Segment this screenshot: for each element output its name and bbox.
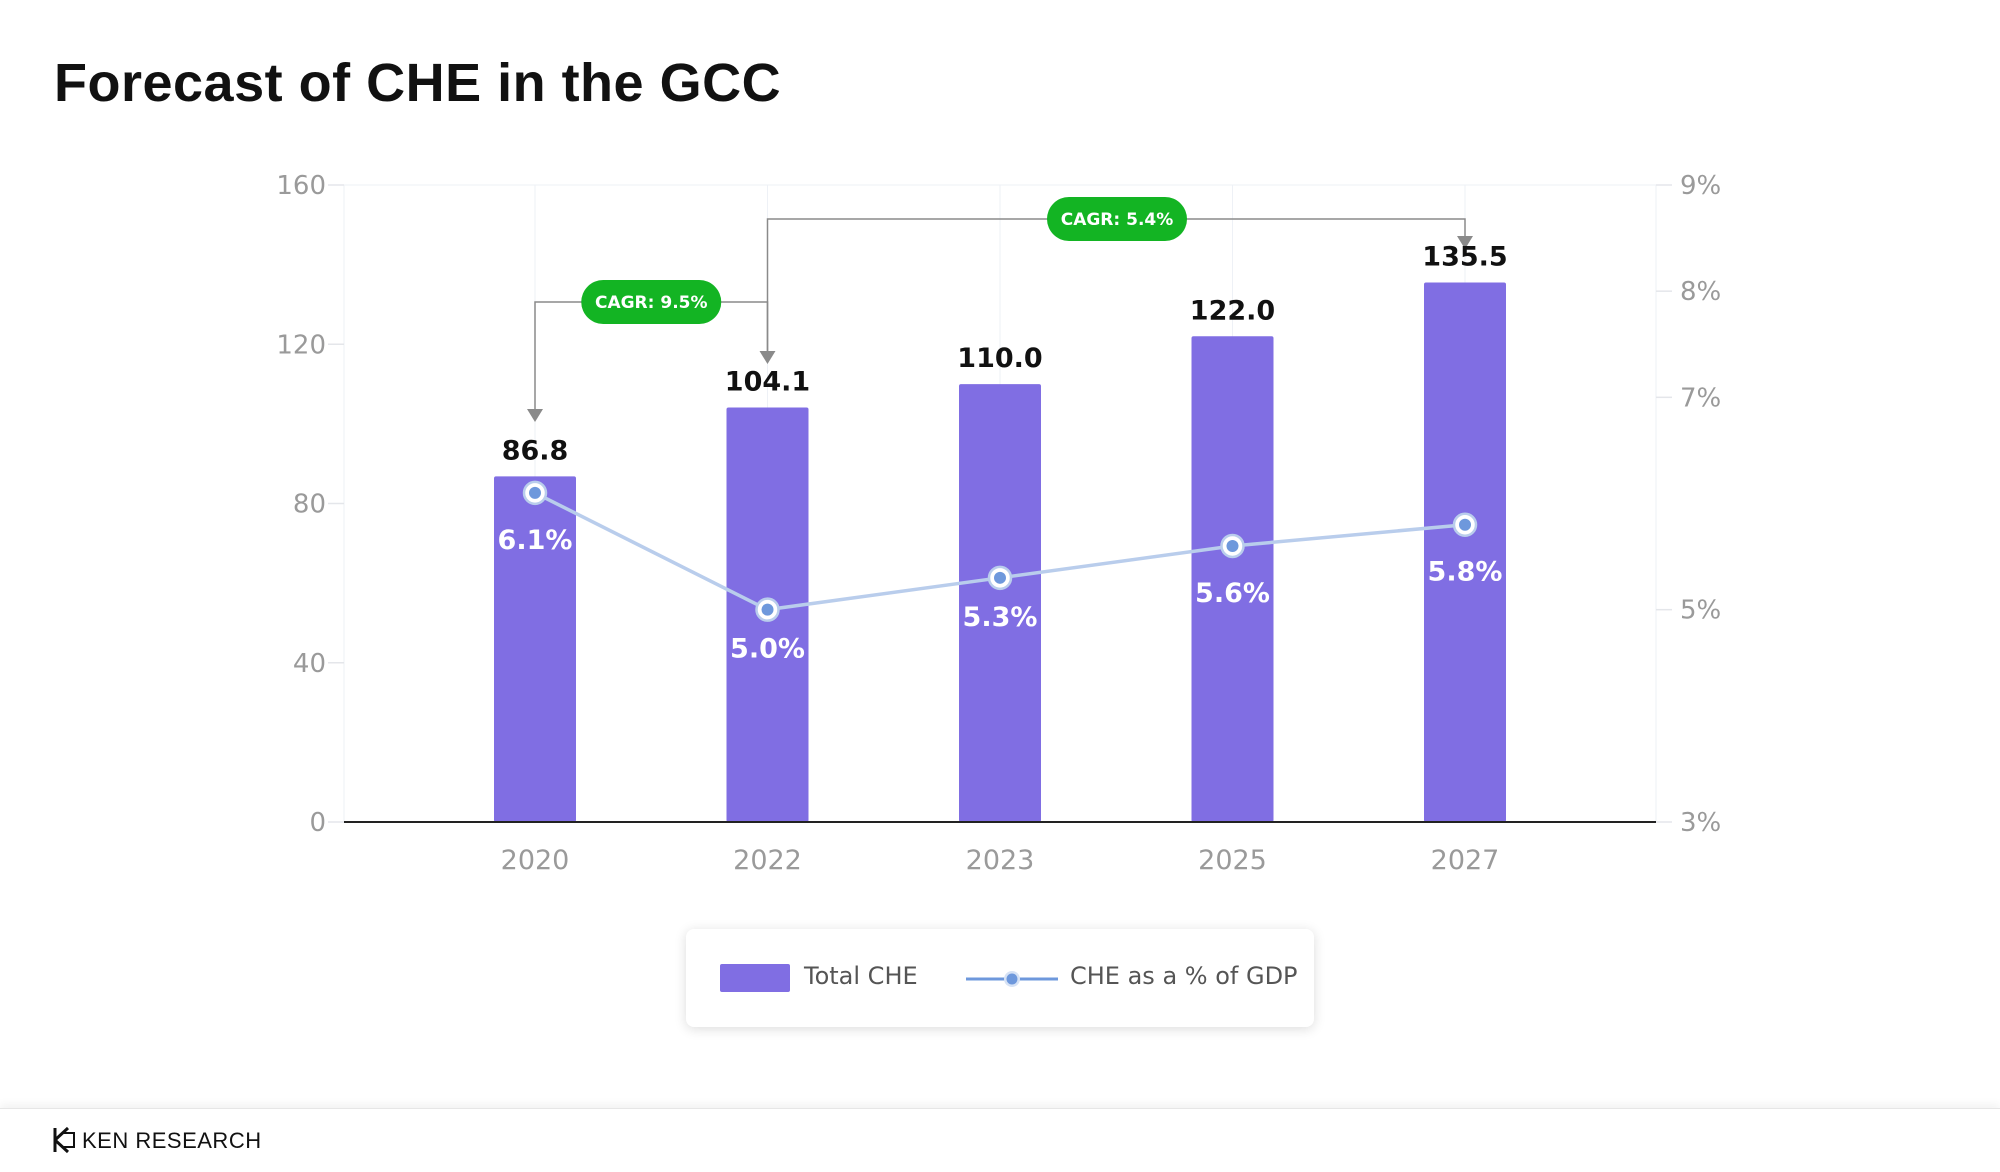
arrow-down-icon — [1457, 236, 1473, 249]
bar-total-che — [494, 476, 576, 822]
y-left-tick-label: 0 — [309, 808, 326, 838]
cagr-pill — [1047, 197, 1187, 241]
gdp-share-line — [522, 480, 1478, 622]
arrow-down-icon — [527, 409, 543, 422]
legend-swatch-total-che — [720, 964, 790, 992]
y-right-tick-label: 7% — [1680, 383, 1721, 413]
x-tick-label: 2027 — [1431, 845, 1500, 876]
bar-total-che — [1191, 336, 1274, 822]
data-labels: 86.8 104.1 110.0 122.0 135.5 6.1% 5.0% 5.3% 5.6%… — [498, 242, 1508, 665]
cagr-pill — [581, 280, 722, 324]
chart-title: Forecast of CHE in the GCC — [54, 53, 782, 113]
bar-total-che — [1424, 282, 1506, 822]
cagr-label: CAGR: 9.5% — [595, 293, 708, 313]
line-point — [1226, 539, 1239, 552]
legend-line-marker-icon — [966, 971, 1058, 987]
line-value-label: 5.3% — [963, 602, 1038, 633]
bar-value-label: 104.1 — [725, 367, 810, 398]
y-left-tick-label: 40 — [293, 649, 326, 679]
y-left-tick-label: 120 — [276, 330, 326, 360]
axes: 0 40 80 120 160 3% 5% 7% 8% 9% 2020 2022 2023 2025 202… — [276, 171, 1721, 876]
line-point — [1459, 518, 1471, 531]
arrow-down-icon — [759, 351, 776, 364]
legend-label-total-che: Total CHE — [804, 962, 918, 990]
line-value-label: 5.0% — [730, 634, 805, 665]
y-left-tick-label: 160 — [276, 171, 326, 201]
line-value-label: 5.6% — [1195, 578, 1270, 609]
line-value-label: 5.8% — [1428, 557, 1503, 588]
line-point — [994, 571, 1006, 584]
line-point — [761, 603, 774, 616]
bar-value-label: 86.8 — [502, 435, 569, 466]
line-value-label: 6.1% — [498, 525, 573, 556]
footer: KEN RESEARCH — [0, 1108, 2000, 1172]
legend: Total CHE CHE as a % of GDP — [686, 929, 1314, 1027]
bar-value-label: 135.5 — [1422, 242, 1507, 273]
y-right-tick-label: 3% — [1680, 808, 1721, 838]
cagr-annotation: CAGR: 9.5% — [527, 280, 769, 422]
y-right-tick-label: 5% — [1680, 596, 1721, 626]
y-left-tick-label: 80 — [293, 490, 326, 520]
cagr-label: CAGR: 5.4% — [1061, 210, 1174, 230]
y-right-tick-label: 9% — [1680, 171, 1721, 201]
bar-total-che — [959, 384, 1041, 822]
ken-research-logo-icon — [53, 1126, 75, 1154]
cagr-annotations: CAGR: 9.5% CAGR: 5.4% — [527, 197, 1473, 422]
line-point — [529, 486, 541, 499]
x-tick-label: 2025 — [1198, 845, 1267, 876]
cagr-annotation: CAGR: 5.4% — [759, 197, 1473, 364]
x-tick-label: 2023 — [966, 845, 1035, 876]
y-right-tick-label: 8% — [1680, 277, 1721, 307]
x-tick-label: 2022 — [733, 845, 802, 876]
legend-label-gdp-share: CHE as a % of GDP — [1070, 962, 1298, 990]
brand-name: KEN RESEARCH — [82, 1128, 262, 1153]
bar-value-label: 110.0 — [957, 343, 1042, 374]
chart-canvas: 0 40 80 120 160 3% 5% 7% 8% 9% 2020 2022 2023 2025 202… — [276, 171, 1721, 876]
bar-value-label: 122.0 — [1190, 295, 1275, 326]
x-tick-label: 2020 — [501, 845, 570, 876]
